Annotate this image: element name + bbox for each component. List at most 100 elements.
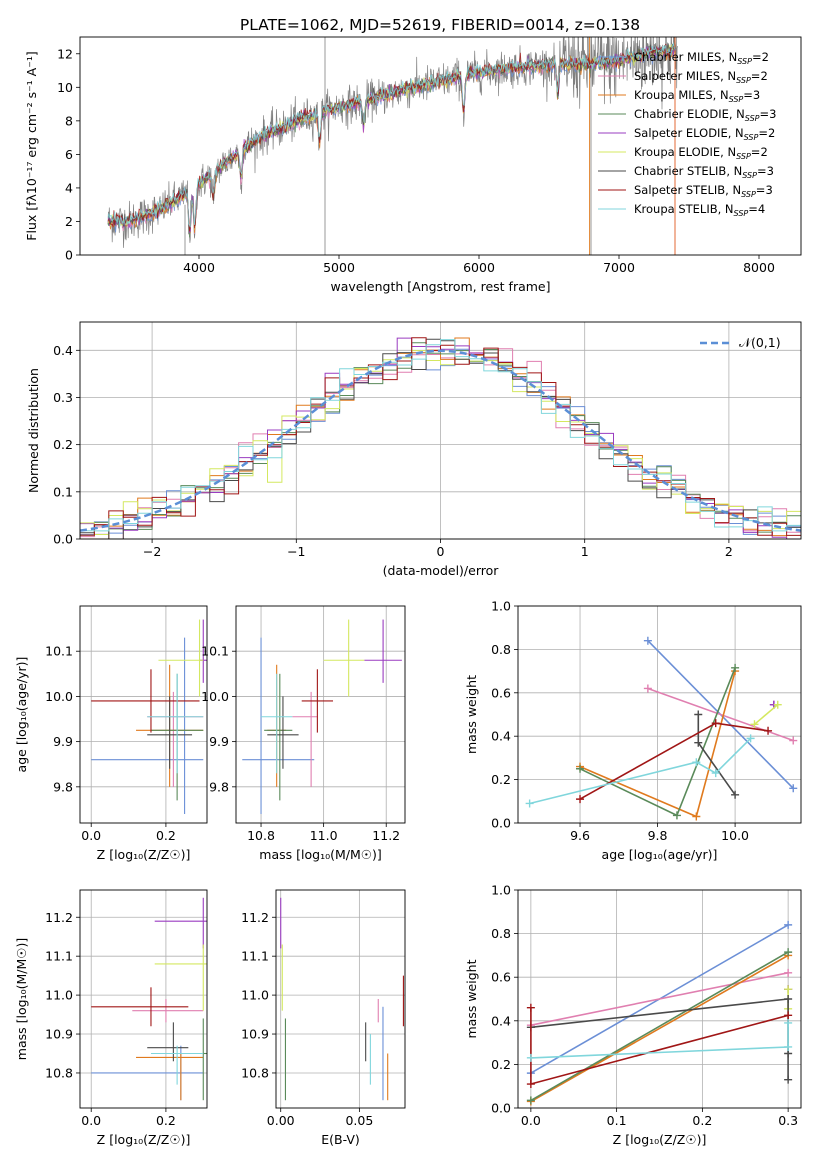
y-tick-label: 11.0 [241, 988, 269, 1003]
axes-frame [79, 889, 208, 1109]
weight-series [525, 734, 755, 808]
y-tick-label: 0.8 [491, 926, 511, 941]
axes-frame [79, 36, 802, 256]
y-tick-label: 10.8 [45, 1065, 73, 1080]
y-tick-label: 11.0 [45, 988, 73, 1003]
x-tick-label: 11.2 [372, 828, 400, 843]
y-tick-label: 0.4 [53, 343, 73, 358]
weight-marker [784, 1042, 793, 1051]
y-tick-label: 10.0 [201, 689, 229, 704]
weight-series [576, 663, 740, 820]
y-tick-label: 0.0 [491, 816, 511, 831]
weight-marker [784, 948, 793, 957]
weight-marker [711, 769, 720, 778]
y-tick-label: 12 [57, 46, 73, 61]
y-tick-label: 10 [57, 80, 73, 95]
weight-marker [643, 684, 652, 693]
errorbar-point [323, 619, 365, 697]
weight-marker [692, 758, 701, 767]
plot-area-mass-vs-Z [91, 897, 207, 1101]
plot-area-weight-vs-Z [526, 920, 793, 1106]
errorbar-point [91, 987, 189, 1027]
weight-line [530, 998, 789, 1080]
y-tick-label: 1.0 [491, 599, 511, 614]
y-tick-label: 9.8 [53, 779, 73, 794]
errorbar-point [147, 696, 193, 769]
model-spectrum [107, 43, 676, 232]
weight-line [753, 704, 779, 725]
y-tick-label: 9.8 [209, 779, 229, 794]
y-axis-label: mass weight [464, 959, 479, 1038]
model-spectrum [107, 41, 676, 228]
weight-marker [784, 1075, 793, 1084]
errorbar-point [267, 696, 299, 769]
legend-entry: Kroupa STELIB, NSSP=4 [634, 202, 765, 218]
errorbar-point [301, 669, 334, 733]
x-axis-label: mass [log₁₀(M/M☉)] [259, 847, 381, 862]
axes-frame [517, 889, 802, 1109]
x-axis-label: age [log₁₀(age/yr)] [602, 847, 718, 862]
weight-marker [526, 1080, 535, 1089]
axes-frame [517, 605, 802, 824]
x-tick-label: 10.8 [247, 828, 275, 843]
x-tick-label: 8000 [743, 260, 775, 275]
legend-entry: Salpeter STELIB, NSSP=3 [634, 183, 773, 199]
panel-age-vs-Z: 0.0 0.2 9.8 9.9 10.0 10.1 Z [log₁₀(Z/Z☉)] age [… [14, 605, 208, 862]
y-tick-label: 10.1 [45, 644, 73, 659]
legend-entry: Chabrier STELIB, NSSP=3 [634, 164, 774, 180]
y-tick-label: 9.9 [209, 734, 229, 749]
plot-area-residuals [80, 337, 801, 539]
panel-mass-vs-Z: 0.0 0.2 10.8 10.9 11.0 11.1 11.2 Z [log₁₀(Z/Z☉)… [14, 889, 208, 1147]
x-axis-label: Z [log₁₀(Z/Z☉)] [613, 1132, 707, 1147]
x-axis-label: (data-model)/error [383, 563, 500, 578]
weight-marker [643, 636, 652, 645]
x-tick-label: 11.0 [310, 828, 338, 843]
x-tick-label: −1 [287, 544, 305, 559]
y-tick-label: 4 [65, 180, 73, 195]
y-tick-label: 0.2 [53, 437, 73, 452]
observed-spectrum [107, 37, 678, 248]
y-tick-label: 10.8 [241, 1065, 269, 1080]
x-tick-label: 6000 [463, 260, 495, 275]
x-tick-label: 1 [581, 544, 589, 559]
axes-frame [79, 321, 802, 540]
weight-marker [692, 812, 701, 821]
weight-series [576, 667, 740, 821]
legend-entry: Kroupa MILES, NSSP=3 [634, 88, 760, 104]
errorbar-point [91, 637, 204, 814]
grid-age-vs-Z [80, 606, 207, 823]
y-tick-label: 11.2 [45, 910, 73, 925]
grid-weight-vs-age [518, 605, 801, 824]
errorbar-point [158, 619, 204, 697]
weight-series [643, 684, 798, 745]
x-tick-label: 9.8 [648, 828, 668, 843]
weight-series [576, 719, 773, 804]
y-tick-label: 9.9 [53, 734, 73, 749]
weight-line [530, 951, 789, 1102]
y-tick-label: 0.0 [53, 532, 73, 547]
x-tick-label: 7000 [603, 260, 635, 275]
legend-entry: Salpeter MILES, NSSP=2 [634, 69, 768, 85]
x-tick-label: 0.0 [521, 1113, 541, 1128]
y-axis-label: mass [log₁₀(M/M☉)] [14, 938, 29, 1060]
errorbar-point [264, 673, 293, 801]
y-tick-label: 0.1 [53, 484, 73, 499]
y-tick-label: 8 [65, 113, 73, 128]
y-tick-label: 11.1 [45, 949, 73, 964]
weight-line [530, 954, 789, 1103]
y-tick-label: 0.4 [491, 1013, 511, 1028]
errorbar-point [261, 673, 293, 774]
panel-spectrum: 4000 5000 6000 7000 8000 0 2 4 6 8 10 12 wavelength … [24, 36, 802, 294]
axes-frame [275, 889, 406, 1109]
y-tick-label: 0.2 [491, 772, 511, 787]
plot-area-mass-vs-ebv [280, 897, 404, 1101]
errorbar-point [202, 1018, 207, 1101]
errorbar-point [147, 1022, 189, 1062]
x-tick-label: 0.2 [156, 1113, 176, 1128]
weight-marker [526, 1096, 535, 1105]
y-tick-label: 10.9 [45, 1027, 73, 1042]
weight-marker [784, 968, 793, 977]
x-tick-label: 0.0 [81, 1113, 101, 1128]
weight-marker [694, 710, 703, 719]
weight-marker [731, 663, 740, 672]
